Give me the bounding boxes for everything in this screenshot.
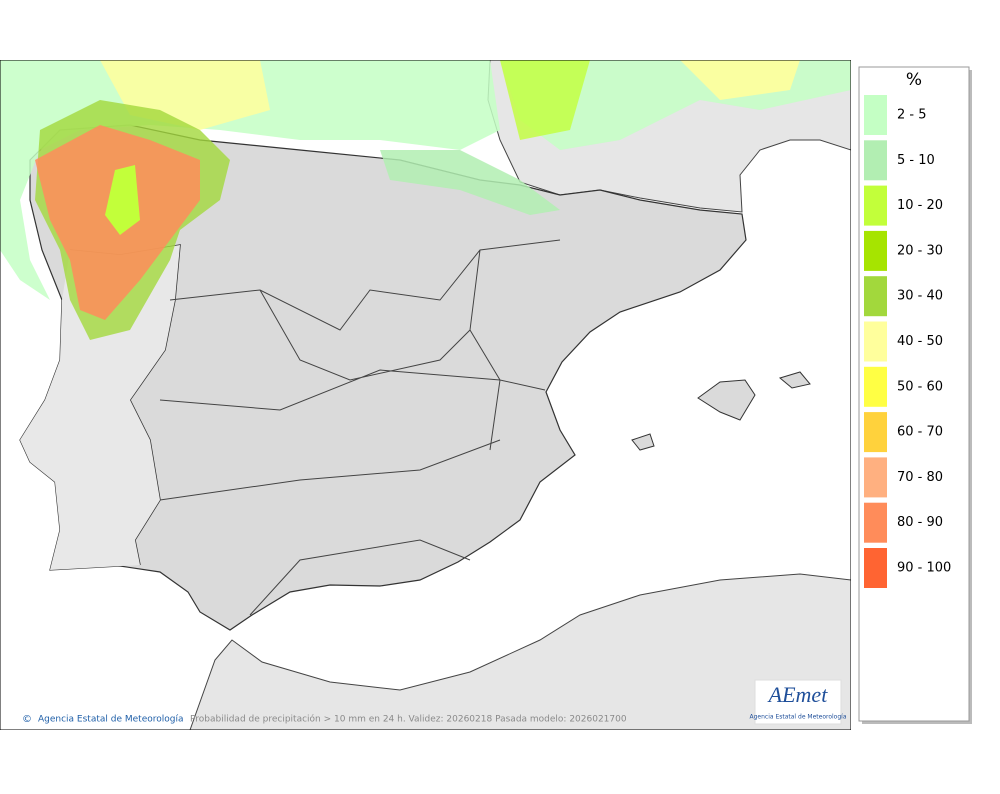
logo: AEmet <box>767 682 829 707</box>
legend-label: 10 - 20 <box>897 198 943 213</box>
legend-swatch <box>864 276 887 317</box>
legend-swatch <box>864 95 887 135</box>
legend-label: 50 - 60 <box>897 379 943 394</box>
legend-label: 80 - 90 <box>897 515 943 530</box>
legend-label: 40 - 50 <box>897 334 943 349</box>
legend-label: 20 - 30 <box>897 243 943 258</box>
caption: Probabilidad de precipitación > 10 mm en… <box>190 714 627 725</box>
legend-label: 90 - 100 <box>897 561 951 576</box>
legend-swatch <box>864 366 887 407</box>
credit: Agencia Estatal de Meteorología <box>38 715 184 725</box>
legend-swatch <box>864 321 887 362</box>
legend-label: 70 - 80 <box>897 470 943 485</box>
legend-title: % <box>906 70 922 90</box>
map <box>0 60 851 730</box>
legend-swatch <box>864 185 887 226</box>
legend-swatch <box>864 412 887 453</box>
legend-swatch <box>864 140 887 181</box>
legend-label: 5 - 10 <box>897 153 935 168</box>
legend-swatch <box>864 502 887 543</box>
copyright-icon: © <box>22 714 32 725</box>
legend-swatch <box>864 457 887 498</box>
logo-box <box>754 679 842 725</box>
legend-label: 30 - 40 <box>897 289 943 304</box>
legend-label: 2 - 5 <box>897 108 927 123</box>
legend: 2 - 5 5 - 10 10 - 20 20 - 30 30 - 40 40 - 50 5… <box>864 95 951 588</box>
logo-subtitle: Agencia Estatal de Meteorología <box>750 714 847 721</box>
legend-swatch <box>864 548 887 588</box>
legend-label: 60 - 70 <box>897 425 943 440</box>
legend-swatch <box>864 230 887 271</box>
